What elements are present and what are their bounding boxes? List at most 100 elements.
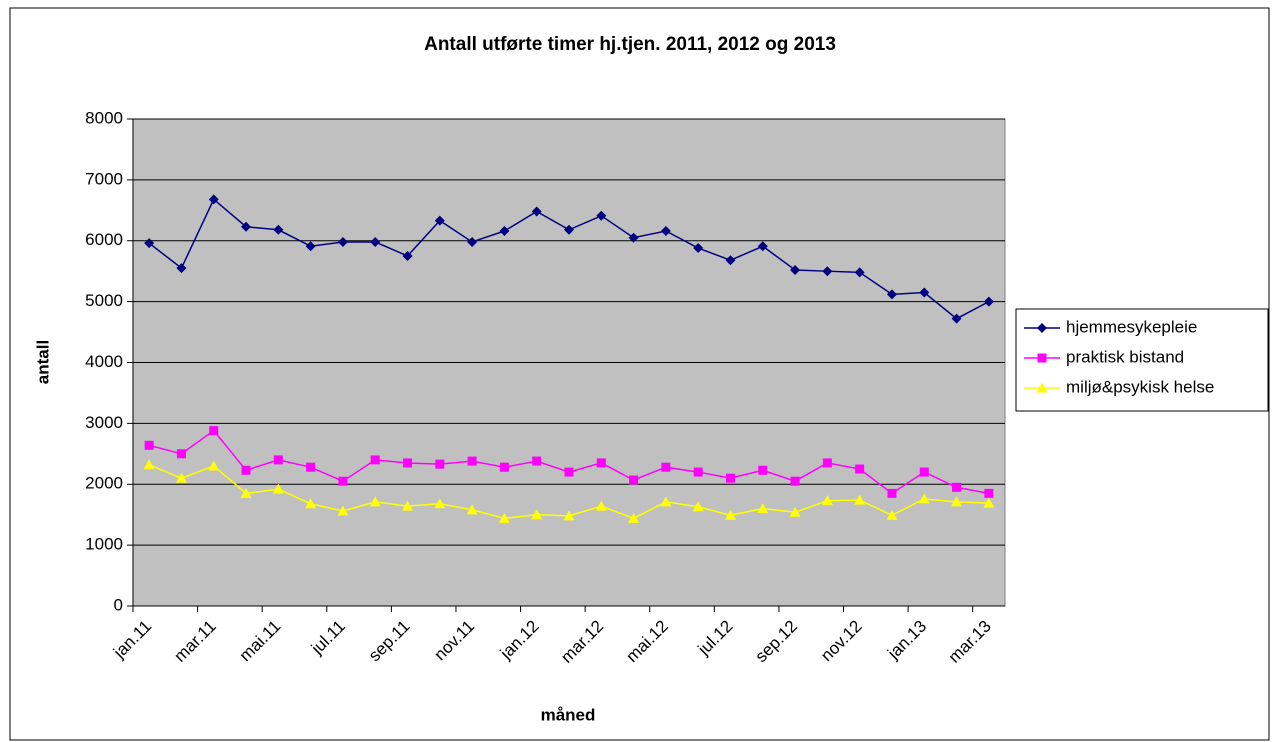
marker: [370, 455, 380, 465]
marker: [660, 496, 672, 507]
marker: [919, 287, 930, 298]
marker: [531, 206, 542, 217]
marker: [757, 503, 769, 514]
y-tick-label: 4000: [85, 352, 123, 371]
marker: [305, 498, 317, 509]
marker: [822, 458, 832, 468]
marker: [499, 226, 510, 237]
marker: [596, 210, 607, 221]
marker: [563, 510, 575, 521]
marker: [402, 250, 413, 261]
marker: [983, 497, 995, 508]
marker: [434, 498, 446, 509]
marker: [855, 464, 865, 474]
marker: [918, 493, 930, 504]
marker: [919, 467, 929, 477]
marker: [306, 462, 316, 472]
y-axis-title: antall: [33, 340, 52, 384]
marker: [498, 512, 510, 523]
marker: [952, 482, 962, 492]
marker: [240, 487, 252, 498]
y-tick-label: 2000: [85, 474, 123, 493]
marker: [758, 465, 768, 475]
marker: [693, 243, 704, 254]
marker: [628, 512, 640, 523]
marker: [660, 226, 671, 237]
chart-title: Antall utførte timer hj.tjen. 2011, 2012…: [424, 34, 836, 55]
marker: [564, 467, 574, 477]
y-tick-label: 6000: [85, 230, 123, 249]
y-tick-label: 0: [114, 595, 123, 614]
marker: [821, 495, 833, 506]
marker: [175, 472, 187, 483]
marker: [209, 426, 219, 436]
marker: [467, 456, 477, 466]
marker: [1036, 382, 1048, 393]
legend-box: [1015, 308, 1269, 412]
marker: [887, 488, 897, 498]
marker: [337, 505, 349, 516]
marker: [532, 456, 542, 466]
y-tick-label: 7000: [85, 169, 123, 188]
marker: [435, 459, 445, 469]
marker: [984, 488, 994, 498]
marker: [693, 467, 703, 477]
marker: [595, 500, 607, 511]
marker: [854, 494, 866, 505]
marker: [951, 313, 962, 324]
marker: [1037, 353, 1047, 363]
marker: [854, 267, 865, 278]
marker: [951, 496, 963, 507]
marker: [241, 465, 251, 475]
marker: [273, 224, 284, 235]
y-tick-label: 8000: [85, 108, 123, 127]
marker: [144, 440, 154, 450]
marker: [272, 483, 284, 494]
marker: [886, 289, 897, 300]
marker: [531, 509, 543, 520]
marker: [757, 241, 768, 252]
marker: [564, 224, 574, 235]
marker: [983, 296, 994, 307]
y-tick-label: 3000: [85, 413, 123, 432]
marker: [143, 459, 155, 470]
marker: [208, 460, 220, 471]
legend-label: miljø&psykisk helse: [1066, 377, 1214, 396]
marker: [176, 449, 186, 459]
marker: [789, 506, 801, 517]
marker: [725, 255, 736, 266]
marker: [724, 509, 736, 520]
marker: [273, 455, 283, 465]
marker: [692, 501, 704, 512]
marker: [176, 263, 187, 274]
marker: [822, 266, 833, 277]
marker: [241, 221, 252, 232]
marker: [338, 476, 348, 486]
marker: [467, 236, 478, 247]
marker: [596, 458, 606, 468]
marker: [402, 500, 414, 511]
marker: [337, 236, 348, 247]
marker: [661, 462, 671, 472]
marker: [725, 473, 735, 483]
marker: [499, 462, 509, 472]
x-axis-title: måned: [541, 705, 596, 724]
marker: [790, 476, 800, 486]
marker: [466, 504, 478, 515]
marker: [1037, 323, 1047, 333]
y-tick-label: 5000: [85, 291, 123, 310]
legend-label: praktisk bistand: [1066, 347, 1184, 366]
marker: [370, 236, 381, 247]
marker: [208, 194, 219, 205]
marker: [305, 241, 316, 252]
y-tick-label: 1000: [85, 535, 123, 554]
marker: [628, 232, 639, 243]
marker: [886, 509, 898, 520]
marker: [403, 458, 413, 468]
marker: [369, 496, 381, 507]
marker: [144, 238, 155, 249]
marker: [790, 264, 801, 275]
legend-label: hjemmesykepleie: [1066, 317, 1197, 336]
marker: [629, 475, 639, 485]
